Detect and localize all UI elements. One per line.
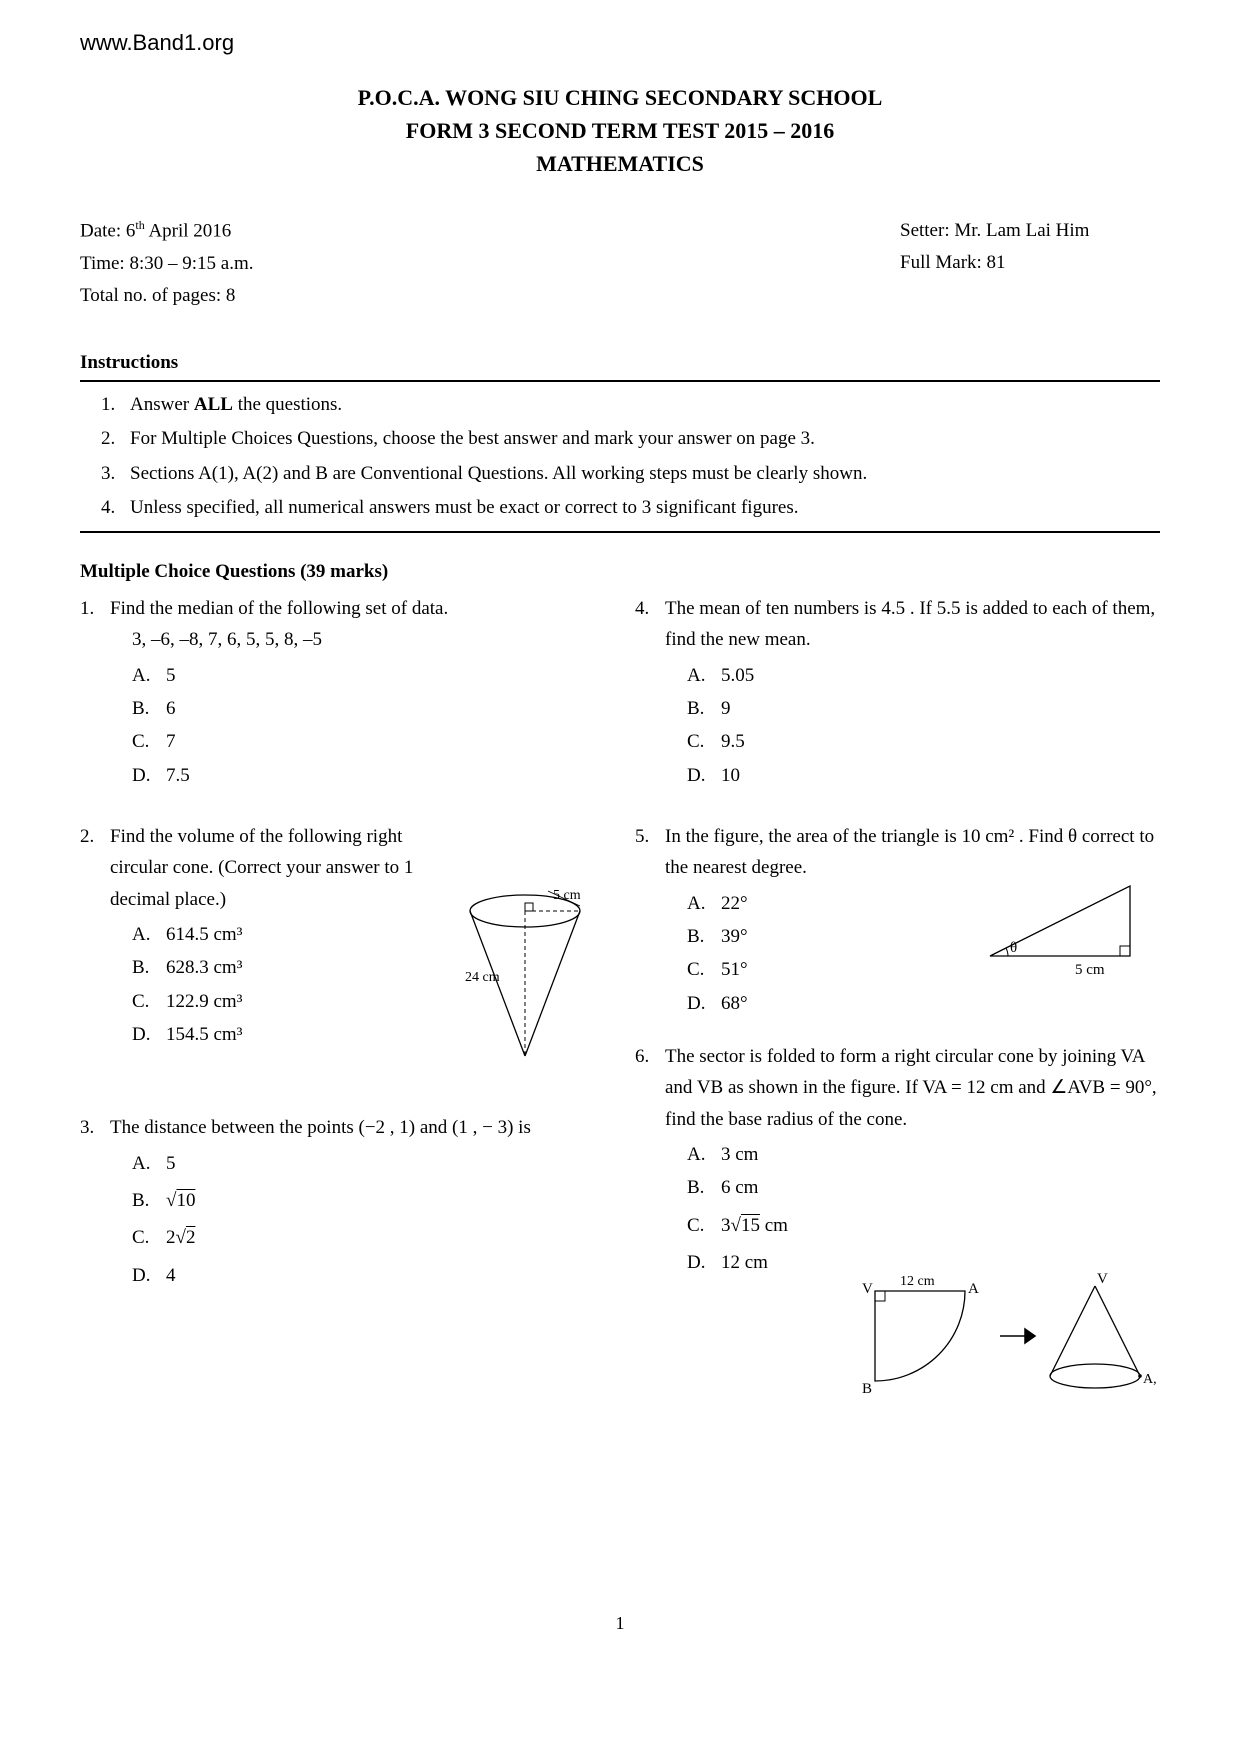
- mcq-heading: Multiple Choice Questions (39 marks): [80, 561, 1160, 583]
- right-column: 4. The mean of ten numbers is 4.5 . If 5…: [635, 593, 1160, 1429]
- sector-cone-figure-icon: V A B 12 cm V A, B: [850, 1271, 1160, 1401]
- date-pre: Date: 6: [80, 220, 135, 241]
- q5-opt-a: 22°: [721, 888, 748, 919]
- q5-opt-c: 51°: [721, 954, 748, 985]
- triangle-figure-icon: θ 5 cm: [980, 876, 1150, 976]
- question-5: 5. In the figure, the area of the triang…: [635, 821, 1160, 1021]
- q4-stem: The mean of ten numbers is 4.5 . If 5.5 …: [665, 593, 1160, 656]
- q3-stem: The distance between the points (−2 , 1)…: [110, 1112, 605, 1143]
- q2-number: 2.: [80, 821, 110, 1052]
- time-line: Time: 8:30 – 9:15 a.m.: [80, 248, 253, 280]
- q1-opt-d: 7.5: [166, 760, 190, 791]
- page-number: 1: [616, 1613, 625, 1634]
- q4-opt-c: 9.5: [721, 726, 745, 757]
- q3-opt-d: 4: [166, 1260, 176, 1291]
- q1-data: 3, –6, –8, 7, 6, 5, 5, 8, –5: [132, 624, 605, 655]
- svg-text:V: V: [862, 1281, 873, 1297]
- q4-number: 4.: [635, 593, 665, 793]
- svg-text:θ: θ: [1010, 940, 1017, 956]
- q4-opt-b: 9: [721, 693, 731, 724]
- pages-line: Total no. of pages: 8: [80, 280, 253, 312]
- exam-title: FORM 3 SECOND TERM TEST 2015 – 2016: [80, 114, 1160, 147]
- instruction-item: For Multiple Choices Questions, choose t…: [120, 422, 1160, 456]
- instruction-item: Sections A(1), A(2) and B are Convention…: [120, 457, 1160, 491]
- rule-top: [80, 380, 1160, 382]
- q6-stem: The sector is folded to form a right cir…: [665, 1041, 1160, 1135]
- meta-left: Date: 6th April 2016 Time: 8:30 – 9:15 a…: [80, 215, 253, 312]
- svg-text:V: V: [1097, 1271, 1108, 1287]
- svg-text:A: A: [968, 1281, 979, 1297]
- question-columns: 1. Find the median of the following set …: [80, 593, 1160, 1429]
- svg-text:5 cm: 5 cm: [1075, 962, 1105, 976]
- instruction-item: Unless specified, all numerical answers …: [120, 491, 1160, 525]
- q3-body: The distance between the points (−2 , 1)…: [110, 1112, 605, 1293]
- q1-opt-c: 7: [166, 726, 176, 757]
- q4-opt-d: 10: [721, 760, 740, 791]
- q5-body: In the figure, the area of the triangle …: [665, 821, 1160, 1021]
- q3-opt-c: 2√2: [166, 1222, 195, 1253]
- date-post: April 2016: [145, 220, 232, 241]
- q6-opt-b: 6 cm: [721, 1172, 758, 1203]
- q2-opt-b: 628.3 cm³: [166, 952, 242, 983]
- meta-right: Setter: Mr. Lam Lai Him Full Mark: 81: [900, 215, 1160, 312]
- setter-line: Setter: Mr. Lam Lai Him: [900, 215, 1160, 247]
- svg-text:B: B: [862, 1381, 872, 1397]
- instructions-list: Answer ALL the questions. For Multiple C…: [80, 388, 1160, 525]
- q3-opt-b: √10: [166, 1185, 195, 1216]
- q6-opt-c: 3√15 cm: [721, 1210, 788, 1241]
- q1-stem: Find the median of the following set of …: [110, 593, 605, 624]
- question-1: 1. Find the median of the following set …: [80, 593, 605, 793]
- rule-bottom: [80, 531, 1160, 533]
- cone-figure-icon: 5 cm 24 cm: [435, 881, 615, 1071]
- q2-opt-d: 154.5 cm³: [166, 1019, 242, 1050]
- q1-opt-b: 6: [166, 693, 176, 724]
- school-name: P.O.C.A. WONG SIU CHING SECONDARY SCHOOL: [80, 81, 1160, 114]
- q5-stem: In the figure, the area of the triangle …: [665, 821, 1160, 884]
- svg-text:24 cm: 24 cm: [465, 970, 500, 985]
- q2-body: Find the volume of the following right c…: [110, 821, 605, 1052]
- q3-number: 3.: [80, 1112, 110, 1293]
- q4-opt-a: 5.05: [721, 660, 754, 691]
- q5-number: 5.: [635, 821, 665, 1021]
- subject: MATHEMATICS: [80, 147, 1160, 180]
- instructions-heading: Instructions: [80, 352, 1160, 374]
- q6-opt-d: 12 cm: [721, 1247, 768, 1278]
- svg-text:12 cm: 12 cm: [900, 1274, 935, 1289]
- q1-opt-a: 5: [166, 660, 176, 691]
- question-3: 3. The distance between the points (−2 ,…: [80, 1112, 605, 1293]
- date-line: Date: 6th April 2016: [80, 215, 253, 248]
- q2-opt-a: 614.5 cm³: [166, 919, 242, 950]
- fullmark-line: Full Mark: 81: [900, 247, 1160, 279]
- q2-stem: Find the volume of the following right c…: [110, 821, 450, 915]
- q6-number: 6.: [635, 1041, 665, 1400]
- left-column: 1. Find the median of the following set …: [80, 593, 605, 1429]
- q1-body: Find the median of the following set of …: [110, 593, 605, 793]
- meta-row: Date: 6th April 2016 Time: 8:30 – 9:15 a…: [80, 215, 1160, 312]
- exam-header: P.O.C.A. WONG SIU CHING SECONDARY SCHOOL…: [80, 81, 1160, 180]
- svg-text:A, B: A, B: [1143, 1372, 1160, 1387]
- date-sup: th: [135, 218, 144, 232]
- instruction-item: Answer ALL the questions.: [120, 388, 1160, 422]
- q5-opt-d: 68°: [721, 988, 748, 1019]
- question-4: 4. The mean of ten numbers is 4.5 . If 5…: [635, 593, 1160, 793]
- q5-opt-b: 39°: [721, 921, 748, 952]
- q1-number: 1.: [80, 593, 110, 793]
- q6-opt-a: 3 cm: [721, 1139, 758, 1170]
- q3-opt-a: 5: [166, 1148, 176, 1179]
- question-2: 2. Find the volume of the following righ…: [80, 821, 605, 1052]
- q2-opt-c: 122.9 cm³: [166, 986, 242, 1017]
- exam-page: www.Band1.org P.O.C.A. WONG SIU CHING SE…: [0, 0, 1240, 1754]
- q6-body: The sector is folded to form a right cir…: [665, 1041, 1160, 1400]
- watermark-url: www.Band1.org: [80, 30, 1160, 56]
- q4-body: The mean of ten numbers is 4.5 . If 5.5 …: [665, 593, 1160, 793]
- question-6: 6. The sector is folded to form a right …: [635, 1041, 1160, 1400]
